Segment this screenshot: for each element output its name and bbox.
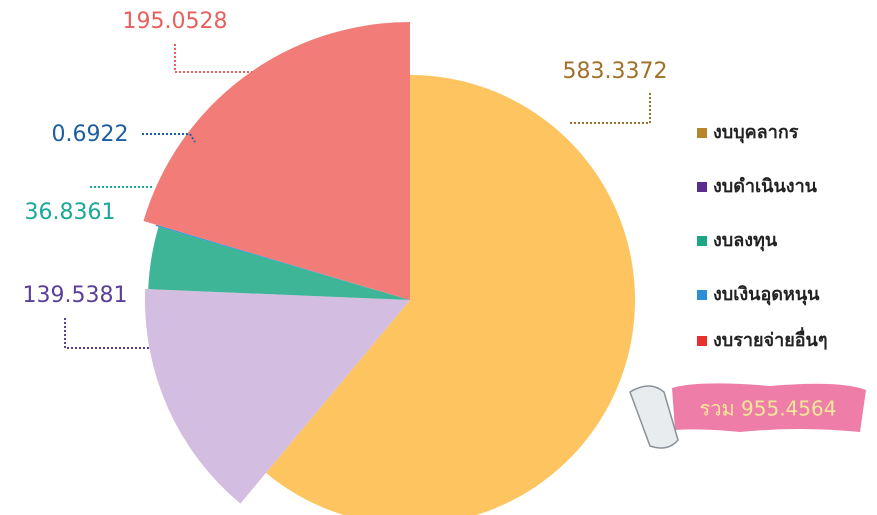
legend-swatch xyxy=(697,336,707,346)
pie xyxy=(143,22,635,515)
legend-swatch xyxy=(697,236,707,246)
legend-swatch xyxy=(697,182,707,192)
leader-line xyxy=(570,92,650,123)
data-label: 583.3372 xyxy=(563,59,668,84)
paper-curl xyxy=(630,386,678,448)
data-label: 195.0528 xyxy=(123,9,228,34)
legend-label: งบเงินอุดหนุน xyxy=(713,284,820,306)
data-label: 139.5381 xyxy=(23,283,128,308)
legend-label: งบลงทุน xyxy=(713,230,778,252)
legend-label: งบบุคลากร xyxy=(713,122,799,144)
leader-line xyxy=(175,44,252,72)
legend-label: งบดำเนินงาน xyxy=(713,176,818,197)
legend-label: งบรายจ่ายอื่นๆ xyxy=(713,327,828,351)
legend-swatch xyxy=(697,128,707,138)
legend-swatch xyxy=(697,290,707,300)
chart: รวม 955.4564 583.3372 139.5381 36.8361 0.69… xyxy=(0,0,877,515)
data-label: 0.6922 xyxy=(52,122,129,147)
data-label: 36.8361 xyxy=(25,200,116,225)
leader-line xyxy=(65,318,150,348)
total-label: รวม 955.4564 xyxy=(700,397,837,421)
total-badge: รวม 955.4564 xyxy=(630,383,866,448)
